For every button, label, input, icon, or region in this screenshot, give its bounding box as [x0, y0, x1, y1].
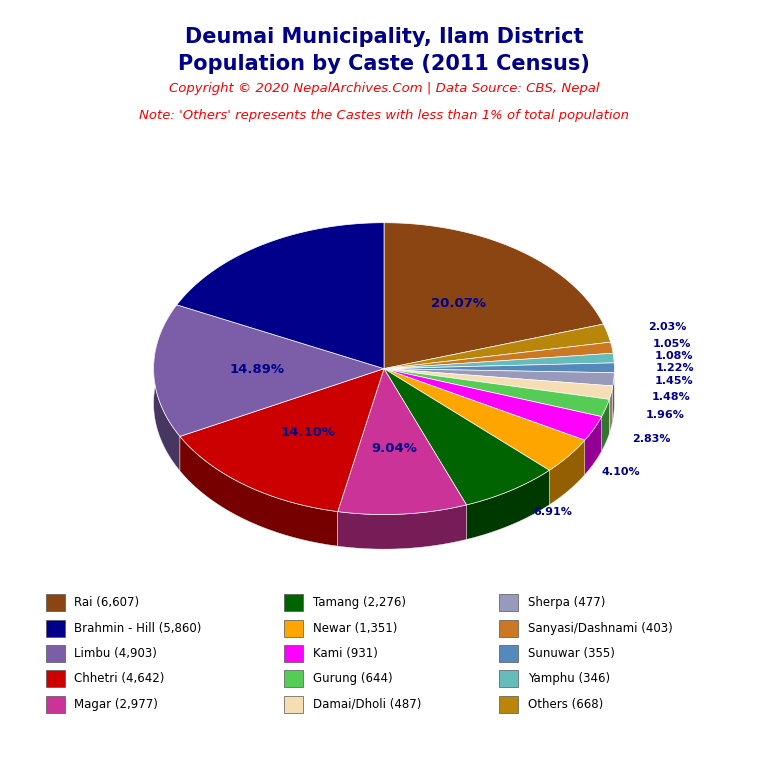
- Text: Population by Caste (2011 Census): Population by Caste (2011 Census): [178, 54, 590, 74]
- Polygon shape: [338, 505, 466, 549]
- Text: 1.45%: 1.45%: [655, 376, 694, 386]
- Polygon shape: [154, 305, 180, 471]
- Polygon shape: [384, 369, 601, 440]
- Ellipse shape: [154, 257, 614, 549]
- Polygon shape: [609, 386, 613, 434]
- Polygon shape: [601, 399, 609, 451]
- Polygon shape: [384, 369, 609, 416]
- Text: Damai/Dholi (487): Damai/Dholi (487): [313, 698, 421, 710]
- Text: Sanyasi/Dashnami (403): Sanyasi/Dashnami (403): [528, 622, 672, 634]
- Polygon shape: [613, 372, 614, 421]
- Polygon shape: [613, 353, 614, 397]
- Polygon shape: [384, 353, 614, 369]
- Polygon shape: [338, 369, 466, 515]
- Text: Kami (931): Kami (931): [313, 647, 377, 660]
- Polygon shape: [384, 369, 613, 399]
- Polygon shape: [177, 223, 384, 369]
- Text: Sunuwar (355): Sunuwar (355): [528, 647, 614, 660]
- Polygon shape: [154, 305, 384, 436]
- Text: 20.07%: 20.07%: [431, 297, 486, 310]
- Text: Tamang (2,276): Tamang (2,276): [313, 597, 406, 609]
- Text: 2.03%: 2.03%: [647, 322, 686, 332]
- Text: 1.08%: 1.08%: [655, 351, 694, 361]
- Text: 17.80%: 17.80%: [290, 294, 344, 307]
- Text: Gurung (644): Gurung (644): [313, 673, 392, 685]
- Polygon shape: [384, 369, 614, 386]
- Polygon shape: [384, 324, 611, 369]
- Text: Yamphu (346): Yamphu (346): [528, 673, 610, 685]
- Text: 1.48%: 1.48%: [652, 392, 691, 402]
- Text: Deumai Municipality, Ilam District: Deumai Municipality, Ilam District: [185, 27, 583, 47]
- Polygon shape: [384, 369, 549, 505]
- Polygon shape: [384, 362, 614, 372]
- Polygon shape: [180, 369, 384, 511]
- Polygon shape: [549, 440, 584, 505]
- Text: 14.10%: 14.10%: [280, 426, 336, 439]
- Text: 1.96%: 1.96%: [646, 410, 684, 420]
- Text: 1.05%: 1.05%: [653, 339, 691, 349]
- Text: Others (668): Others (668): [528, 698, 603, 710]
- Text: 1.22%: 1.22%: [656, 362, 694, 372]
- Polygon shape: [384, 343, 613, 369]
- Polygon shape: [180, 436, 338, 546]
- Text: 6.91%: 6.91%: [534, 508, 573, 518]
- Text: Magar (2,977): Magar (2,977): [74, 698, 158, 710]
- Text: Brahmin - Hill (5,860): Brahmin - Hill (5,860): [74, 622, 202, 634]
- Text: Chhetri (4,642): Chhetri (4,642): [74, 673, 165, 685]
- Polygon shape: [384, 223, 604, 369]
- Polygon shape: [466, 470, 549, 539]
- Text: Rai (6,607): Rai (6,607): [74, 597, 140, 609]
- Polygon shape: [584, 416, 601, 475]
- Polygon shape: [611, 343, 613, 388]
- Text: 14.89%: 14.89%: [230, 363, 285, 376]
- Text: Sherpa (477): Sherpa (477): [528, 597, 605, 609]
- Text: 9.04%: 9.04%: [372, 442, 417, 455]
- Text: 2.83%: 2.83%: [632, 435, 670, 445]
- Text: Note: 'Others' represents the Castes with less than 1% of total population: Note: 'Others' represents the Castes wit…: [139, 109, 629, 122]
- Polygon shape: [384, 369, 584, 470]
- Text: 4.10%: 4.10%: [602, 467, 641, 477]
- Text: Copyright © 2020 NepalArchives.Com | Data Source: CBS, Nepal: Copyright © 2020 NepalArchives.Com | Dat…: [169, 82, 599, 95]
- Text: Limbu (4,903): Limbu (4,903): [74, 647, 157, 660]
- Text: Newar (1,351): Newar (1,351): [313, 622, 397, 634]
